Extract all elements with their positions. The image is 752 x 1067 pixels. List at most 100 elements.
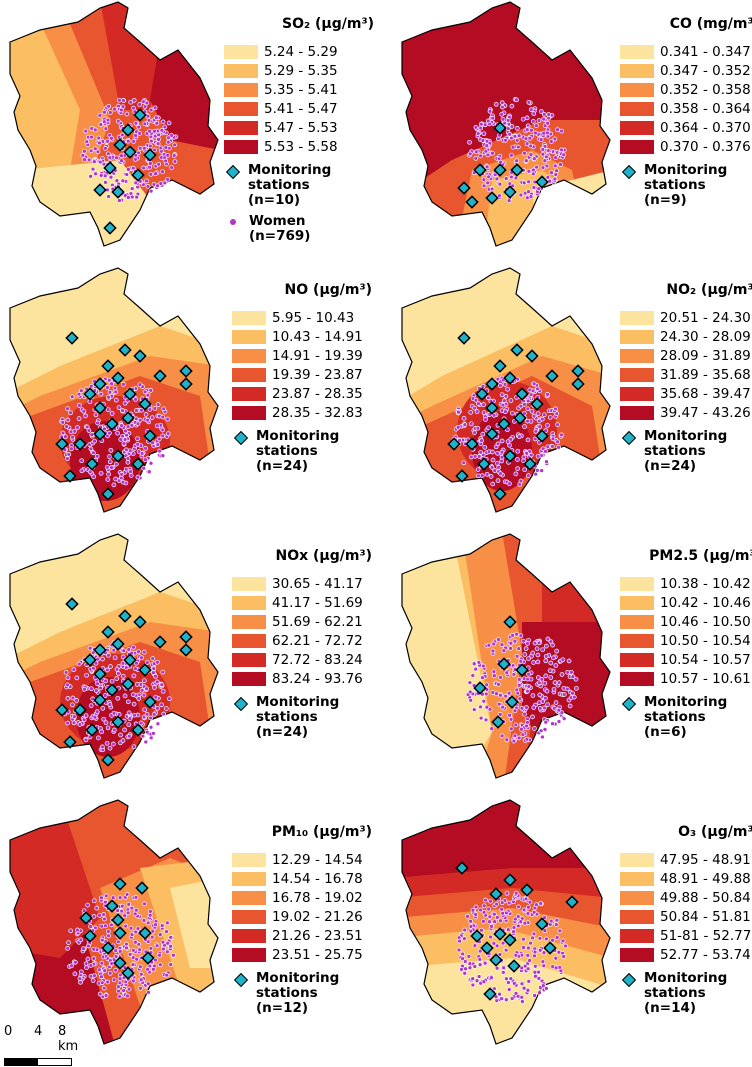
woman-point [476, 974, 482, 979]
station-marker [85, 723, 99, 737]
woman-point [536, 640, 542, 646]
woman-point [141, 145, 147, 151]
legend-co: CO (mg/m³) 0.341 - 0.347 0.347 - 0.352 0.3… [620, 16, 752, 208]
legend-class-row: 10.57 - 10.61 [620, 669, 752, 688]
woman-point [172, 159, 178, 164]
woman-point [111, 482, 117, 488]
woman-point [117, 949, 123, 954]
station-marker [103, 161, 117, 175]
woman-point [119, 472, 125, 477]
woman-point [540, 983, 546, 989]
station-marker [123, 145, 137, 159]
woman-point [496, 193, 502, 199]
station-marker [121, 411, 135, 425]
woman-point [540, 165, 546, 170]
legend-swatch [232, 890, 266, 905]
woman-point [525, 418, 530, 424]
woman-point [534, 646, 540, 652]
woman-point [508, 717, 514, 722]
woman-point [165, 177, 171, 182]
legend-stations: Monitoring stations (n=24) [232, 429, 372, 474]
station-marker [179, 643, 193, 657]
woman-point [129, 194, 135, 200]
woman-point [111, 647, 117, 653]
station-marker [497, 417, 511, 431]
woman-point [106, 933, 111, 939]
woman-point [71, 720, 77, 726]
woman-point [81, 717, 87, 723]
station-marker [133, 615, 147, 629]
woman-point [538, 109, 544, 114]
station-marker [473, 681, 487, 695]
woman-point [540, 647, 546, 653]
woman-point [133, 397, 138, 402]
woman-point [73, 959, 78, 965]
legend-class-label: 51.69 - 62.21 [272, 613, 363, 630]
map-no [9, 267, 219, 513]
woman-point [149, 415, 155, 420]
woman-point [553, 955, 559, 961]
woman-point [122, 693, 128, 699]
woman-point [516, 434, 522, 439]
woman-point [522, 711, 527, 717]
woman-point [126, 710, 132, 716]
woman-point [484, 682, 490, 688]
legend-swatch [232, 348, 266, 363]
station-marker [179, 630, 193, 644]
woman-point [544, 986, 549, 991]
woman-point [113, 954, 119, 959]
legend-class-label: 10.46 - 10.50 [660, 613, 751, 630]
legend-class-row: 10.38 - 10.42 [620, 574, 752, 593]
woman-point [155, 721, 161, 727]
panel-so2: SO₂ (µg/m³) 5.24 - 5.29 5.29 - 5.35 5.35 -… [0, 0, 376, 266]
woman-point [478, 715, 484, 721]
woman-point [136, 696, 142, 701]
woman-point [537, 705, 543, 711]
woman-point [496, 701, 502, 707]
woman-point [539, 676, 545, 682]
woman-point [131, 673, 137, 679]
woman-point [486, 425, 491, 431]
woman-point [532, 963, 538, 969]
woman-point [164, 972, 170, 978]
woman-point [543, 695, 548, 701]
woman-point [517, 696, 523, 702]
woman-point [99, 895, 104, 901]
woman-point [117, 895, 123, 901]
woman-point [574, 685, 579, 691]
woman-point [100, 744, 105, 750]
woman-point [470, 976, 476, 982]
woman-point [160, 688, 166, 694]
woman-point [532, 949, 538, 955]
legend-class-label: 19.02 - 21.26 [272, 908, 363, 925]
woman-point [60, 430, 66, 436]
legend-class-label: 23.87 - 28.35 [272, 385, 363, 402]
woman-point [103, 678, 109, 684]
woman-point [159, 702, 164, 708]
woman-point [159, 923, 165, 928]
woman-point [128, 469, 133, 474]
woman-point [555, 439, 560, 445]
legend-classes: 0.341 - 0.347 0.347 - 0.352 0.352 - 0.358 0… [620, 42, 752, 156]
woman-point [556, 445, 561, 450]
woman-point [513, 952, 519, 958]
woman-point [121, 382, 126, 387]
woman-point [115, 908, 120, 913]
woman-point [514, 395, 519, 400]
woman-point [561, 692, 567, 697]
woman-point [516, 904, 521, 910]
woman-point [495, 441, 501, 447]
woman-point [528, 152, 534, 158]
woman-point [153, 673, 158, 679]
woman-point [491, 413, 497, 418]
station-marker [447, 437, 461, 451]
woman-point [156, 132, 161, 138]
woman-point [536, 700, 542, 706]
woman-point [91, 898, 97, 904]
legend-classes: 5.95 - 10.43 10.43 - 14.91 14.91 - 19.39 19… [232, 308, 372, 422]
woman-point [130, 947, 136, 953]
station-marker [457, 331, 471, 345]
woman-point [509, 124, 515, 129]
woman-point [566, 658, 572, 664]
woman-point [499, 100, 505, 105]
